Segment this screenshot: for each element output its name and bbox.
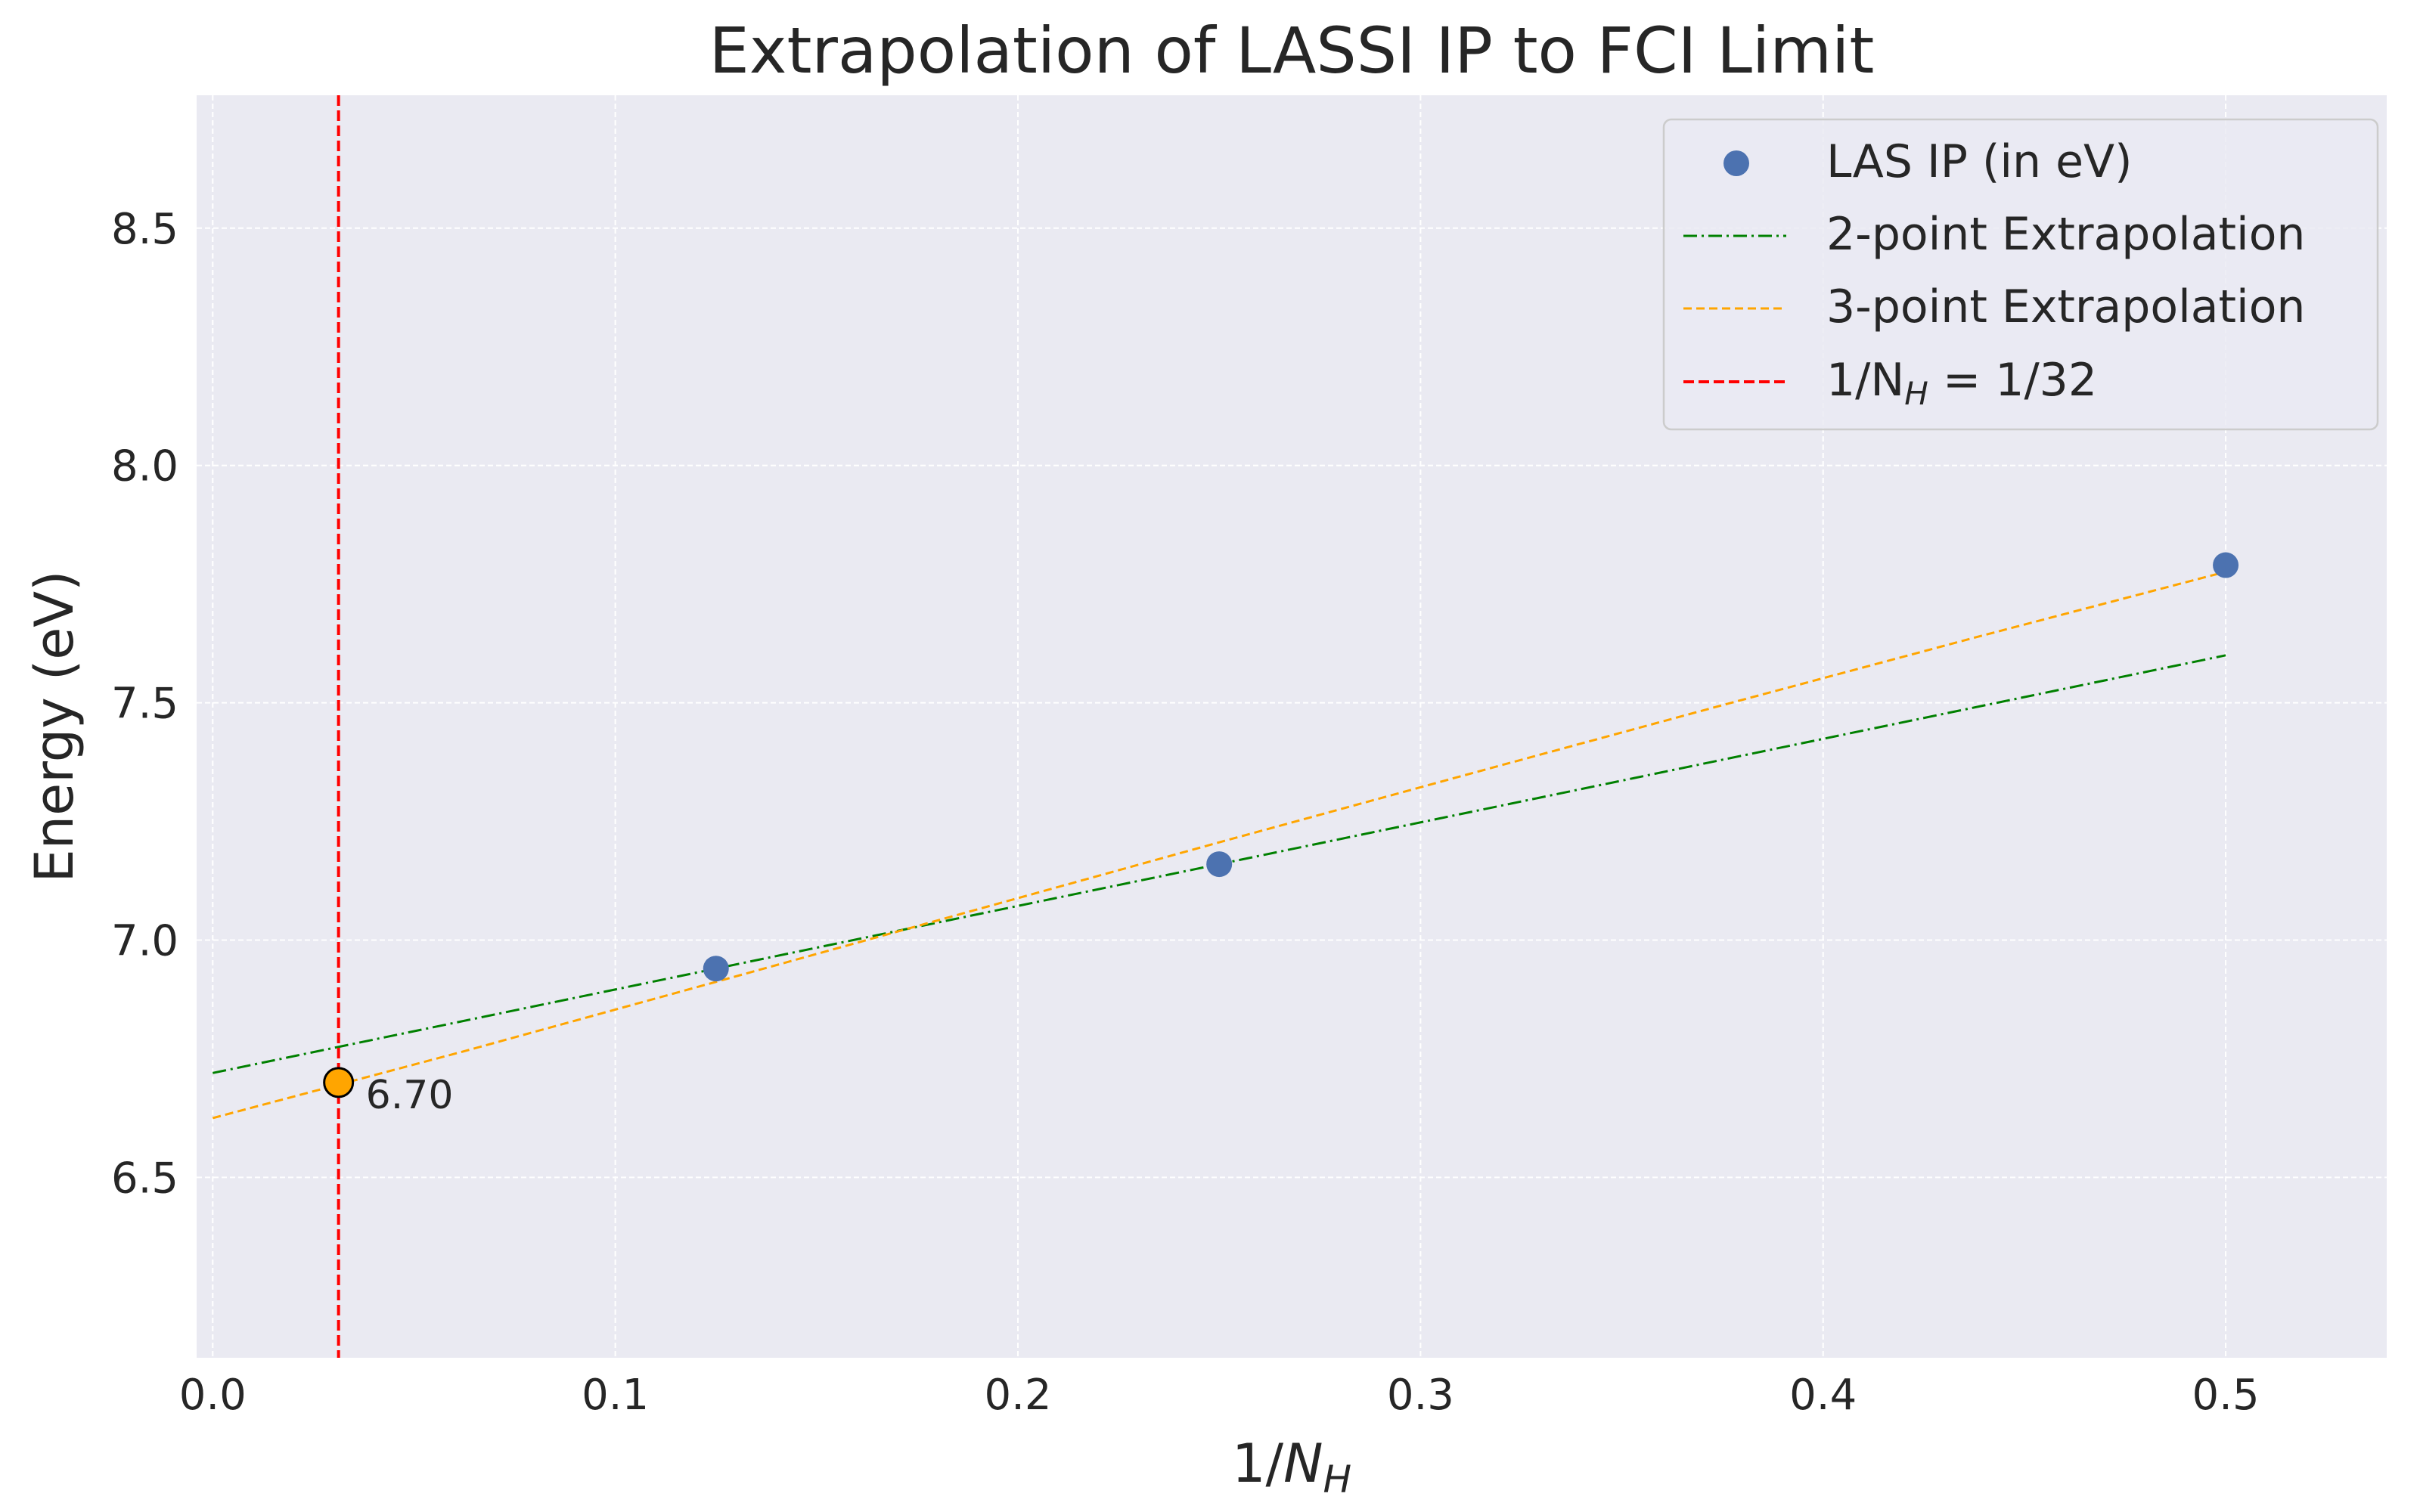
x-axis-label-italic: N [1283,1433,1323,1495]
y-axis-label: Energy (eV) [23,571,85,883]
legend-label-vline-sub: H [1904,375,1928,412]
legend-box [1662,118,2379,431]
x-tick-label: 0.5 [2192,1371,2260,1420]
x-axis-label-base: 1/ [1232,1433,1284,1495]
legend-label-3point: 3-point Extrapolation [1826,280,2305,333]
legend: LAS IP (in eV) 2-point Extrapolation 3-p… [1662,118,2379,431]
x-axis-label: 1/NH [1232,1433,1351,1501]
x-tick-label: 0.1 [582,1371,649,1420]
y-tick-label: 7.5 [111,680,178,729]
x-axis-label-subscript: H [1323,1458,1351,1501]
y-tick-label: 8.5 [111,205,178,254]
las-ip-point [2213,552,2239,578]
extrapolated-point [323,1067,355,1098]
x-tick-label: 0.3 [1387,1371,1454,1420]
x-tick-label: 0.2 [984,1371,1051,1420]
las-ip-point [1206,851,1233,878]
series-layer: 6.70 [212,95,2239,1358]
legend-label-las-ip: LAS IP (in eV) [1826,135,2133,188]
x-tick-label: 0.0 [179,1371,247,1420]
tick-labels: 0.0 0.1 0.2 0.3 0.4 0.5 6.5 7.0 7.5 8.0 8.5 [111,205,2260,1420]
legend-label-vline-rest: = 1/32 [1928,354,2097,407]
series-3point-extrapolation [212,570,2226,1120]
legend-label-2point: 2-point Extrapolation [1826,208,2305,261]
y-tick-label: 8.0 [111,442,178,491]
las-ip-point [703,956,729,982]
legend-marker-las-ip [1723,150,1749,176]
y-tick-label: 6.5 [111,1154,178,1203]
legend-label-vline-base: 1/N [1826,354,1904,407]
x-tick-label: 0.4 [1789,1371,1857,1420]
chart-title: Extrapolation of LASSI IP to FCI Limit [709,14,1875,88]
legend-label-vline: 1/NH = 1/32 [1826,354,2097,412]
y-tick-label: 7.0 [111,917,178,966]
extrapolated-value-label: 6.70 [366,1073,454,1118]
